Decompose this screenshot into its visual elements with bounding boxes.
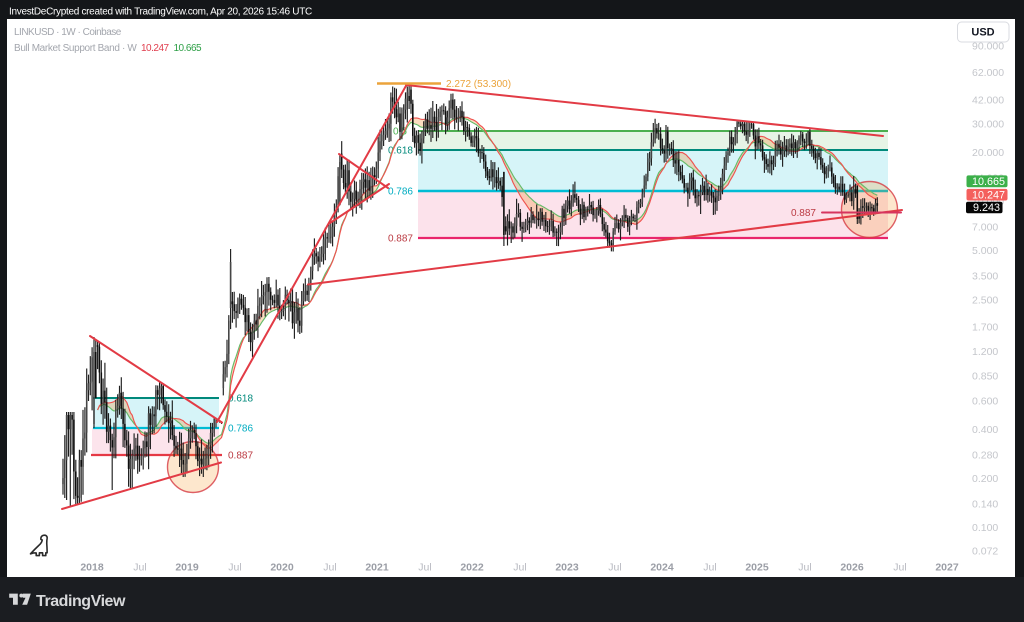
svg-text:2022: 2022 bbox=[460, 562, 484, 574]
svg-text:0.200: 0.200 bbox=[972, 473, 998, 485]
svg-text:0.887: 0.887 bbox=[388, 234, 413, 245]
svg-text:2019: 2019 bbox=[175, 562, 199, 574]
svg-text:2027: 2027 bbox=[935, 562, 959, 574]
svg-text:0.600: 0.600 bbox=[972, 395, 998, 407]
svg-text:0.280: 0.280 bbox=[972, 449, 998, 461]
svg-text:0.850: 0.850 bbox=[972, 371, 998, 383]
svg-text:2023: 2023 bbox=[555, 562, 579, 574]
svg-text:2021: 2021 bbox=[365, 562, 389, 574]
svg-text:5.000: 5.000 bbox=[972, 245, 998, 257]
svg-text:2.500: 2.500 bbox=[972, 294, 998, 306]
svg-text:0.140: 0.140 bbox=[972, 498, 998, 510]
svg-text:42.000: 42.000 bbox=[972, 95, 1004, 107]
svg-text:1.700: 1.700 bbox=[972, 322, 998, 334]
svg-text:2020: 2020 bbox=[270, 562, 294, 574]
svg-text:TradingView: TradingView bbox=[36, 593, 126, 610]
svg-text:10.247: 10.247 bbox=[972, 189, 1005, 201]
svg-text:10.665: 10.665 bbox=[174, 43, 203, 54]
svg-text:Jul: Jul bbox=[703, 562, 716, 574]
svg-text:0.100: 0.100 bbox=[972, 522, 998, 534]
svg-text:0.072: 0.072 bbox=[972, 545, 998, 557]
svg-text:Jul: Jul bbox=[893, 562, 906, 574]
svg-text:Jul: Jul bbox=[798, 562, 811, 574]
svg-text:0.786: 0.786 bbox=[228, 424, 253, 435]
svg-text:20.000: 20.000 bbox=[972, 147, 1004, 159]
svg-text:0.618: 0.618 bbox=[388, 146, 413, 157]
svg-text:10.665: 10.665 bbox=[972, 176, 1005, 188]
svg-text:0.887: 0.887 bbox=[228, 451, 253, 462]
svg-text:LINKUSD · 1W · Coinbase: LINKUSD · 1W · Coinbase bbox=[14, 27, 122, 38]
svg-text:1.200: 1.200 bbox=[972, 346, 998, 358]
svg-text:90.000: 90.000 bbox=[972, 41, 1004, 53]
svg-text:0.400: 0.400 bbox=[972, 424, 998, 436]
svg-text:62.000: 62.000 bbox=[972, 67, 1004, 79]
svg-text:0.786: 0.786 bbox=[388, 187, 413, 198]
svg-text:0.887: 0.887 bbox=[791, 208, 816, 219]
svg-text:3.500: 3.500 bbox=[972, 271, 998, 283]
svg-text:10.247: 10.247 bbox=[141, 43, 170, 54]
svg-text:InvestDeCrypted created with T: InvestDeCrypted created with TradingView… bbox=[9, 7, 312, 18]
svg-text:USD: USD bbox=[971, 27, 994, 39]
svg-text:Jul: Jul bbox=[133, 562, 146, 574]
svg-text:Jul: Jul bbox=[418, 562, 431, 574]
svg-text:2024: 2024 bbox=[650, 562, 674, 574]
svg-text:Jul: Jul bbox=[608, 562, 621, 574]
svg-text:2026: 2026 bbox=[840, 562, 864, 574]
svg-text:2.272 (53.300): 2.272 (53.300) bbox=[446, 79, 511, 90]
svg-text:0.618: 0.618 bbox=[228, 394, 253, 405]
svg-text:2018: 2018 bbox=[80, 562, 104, 574]
svg-text:9.243: 9.243 bbox=[973, 202, 1000, 214]
svg-text:2025: 2025 bbox=[745, 562, 769, 574]
svg-text:Jul: Jul bbox=[228, 562, 241, 574]
svg-text:30.000: 30.000 bbox=[972, 118, 1004, 130]
svg-text:7.000: 7.000 bbox=[972, 221, 998, 233]
svg-text:Jul: Jul bbox=[513, 562, 526, 574]
svg-text:Bull Market Support Band · W: Bull Market Support Band · W bbox=[14, 43, 137, 54]
svg-text:Jul: Jul bbox=[323, 562, 336, 574]
